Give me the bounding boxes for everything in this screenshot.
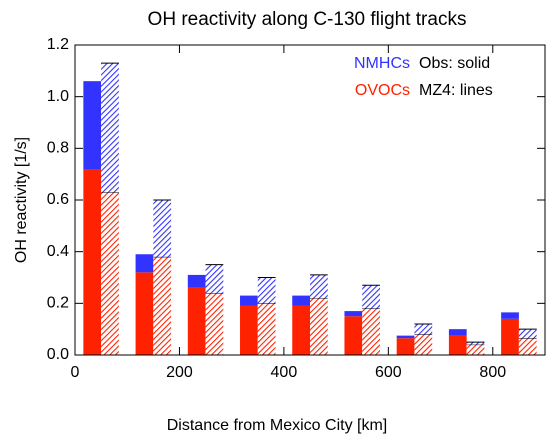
obs-bar — [292, 305, 310, 355]
obs-bar — [292, 295, 310, 306]
y-tick-label: 0.4 — [47, 243, 69, 260]
model-bar — [362, 285, 380, 309]
obs-bar — [187, 274, 206, 288]
legend-label: OVOCs — [355, 82, 410, 99]
x-tick-label: 0 — [71, 364, 80, 381]
x-axis-label: Distance from Mexico City [km] — [167, 417, 387, 434]
y-axis-label: OH reactivity [1/s] — [13, 137, 30, 263]
model-bar — [310, 274, 328, 299]
obs-bar — [344, 316, 363, 355]
y-tick-label: 0.6 — [47, 191, 69, 208]
obs-bar — [83, 81, 102, 169]
obs-bar — [344, 311, 363, 317]
model-bar — [518, 329, 537, 339]
obs-bar — [135, 272, 154, 355]
model-bar — [466, 344, 485, 355]
legend-note: Obs: solid — [419, 55, 490, 72]
obs-bar — [501, 312, 519, 319]
obs-bar — [83, 169, 102, 355]
model-bar — [153, 256, 172, 355]
chart-title: OH reactivity along C-130 flight tracks — [148, 9, 467, 30]
legend-note: MZ4: lines — [419, 82, 493, 99]
x-tick-label: 600 — [375, 364, 402, 381]
obs-bar — [135, 254, 154, 273]
obs-bar — [396, 335, 415, 339]
model-bar — [153, 200, 172, 257]
model-bar — [101, 192, 119, 355]
model-bar — [310, 298, 328, 355]
obs-bar — [448, 329, 467, 336]
x-tick-label: 200 — [166, 364, 193, 381]
model-bar — [205, 293, 224, 355]
x-tick-label: 800 — [479, 364, 506, 381]
model-bar — [101, 63, 119, 193]
model-bar — [257, 303, 276, 355]
model-bar — [257, 277, 276, 304]
legend-label: NMHCs — [354, 55, 410, 72]
x-tick-label: 400 — [271, 364, 298, 381]
obs-bar — [396, 338, 415, 355]
obs-bar — [240, 295, 258, 306]
model-bar — [518, 338, 537, 355]
y-tick-label: 0.2 — [47, 295, 69, 312]
y-tick-label: 0.0 — [47, 346, 69, 363]
y-tick-label: 1.2 — [47, 36, 69, 53]
model-bar — [466, 342, 485, 345]
obs-bar — [240, 305, 258, 355]
model-bar — [205, 264, 224, 293]
model-bar — [414, 334, 433, 355]
y-tick-label: 0.8 — [47, 140, 69, 157]
obs-bar — [501, 318, 519, 355]
obs-bar — [187, 287, 206, 355]
model-bar — [362, 308, 380, 355]
y-tick-label: 1.0 — [47, 88, 69, 105]
obs-bar — [448, 335, 467, 355]
model-bar — [414, 324, 433, 335]
